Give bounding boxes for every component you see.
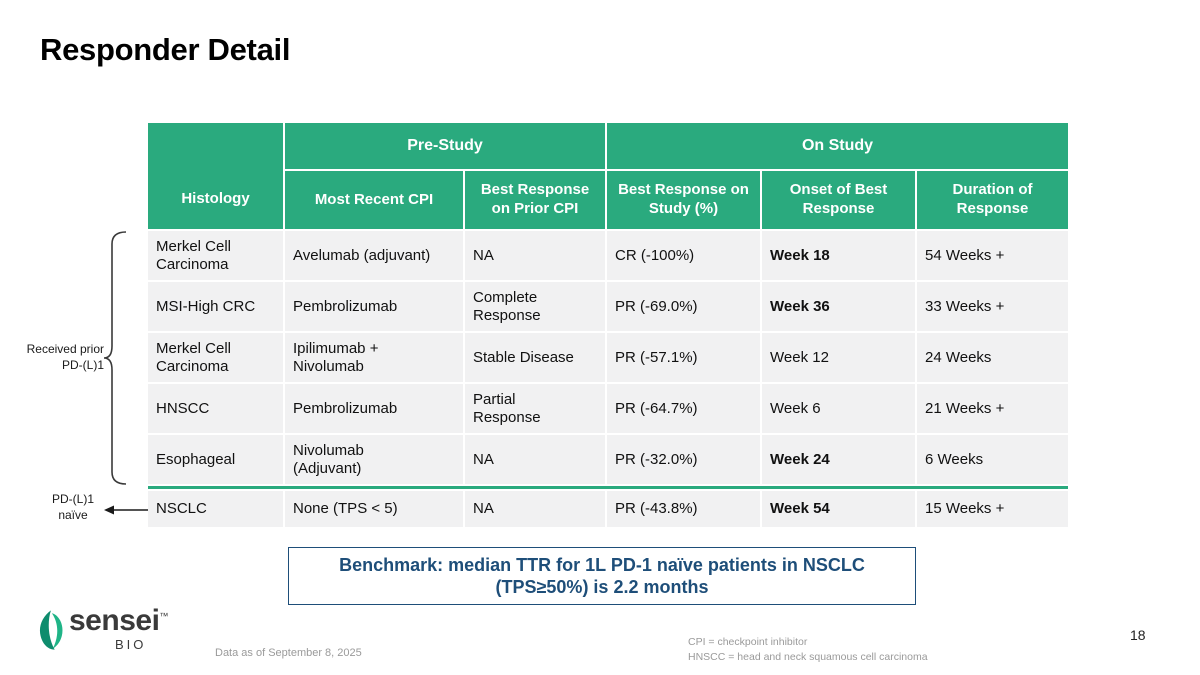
naive-section-divider [148, 486, 1068, 489]
cell-histology: MSI-High CRC [148, 282, 283, 331]
abbreviation-hnscc: HNSCC = head and neck squamous cell carc… [688, 651, 928, 664]
cell-best-response-study: PR (-32.0%) [607, 435, 760, 484]
sensei-bio-logo: sensei™ BIO [36, 606, 168, 652]
cell-onset: Week 12 [762, 333, 915, 382]
cell-most-recent-cpi: Ipilimumab + Nivolumab [285, 333, 463, 382]
cell-onset: Week 24 [762, 435, 915, 484]
responder-table: Histology Pre-Study On Study Most Recent… [148, 123, 1068, 527]
column-header-histology: Histology [148, 123, 283, 229]
cell-onset: Week 18 [762, 231, 915, 280]
cell-duration: 15 Weeks + [917, 491, 1068, 527]
cell-histology: Merkel Cell Carcinoma [148, 333, 283, 382]
cell-most-recent-cpi: None (TPS < 5) [285, 491, 463, 527]
cell-duration: 6 Weeks [917, 435, 1068, 484]
cell-best-response-prior: NA [465, 491, 605, 527]
cell-most-recent-cpi: Nivolumab (Adjuvant) [285, 435, 463, 484]
column-header-duration: Duration of Response [917, 171, 1068, 229]
bracket-icon [103, 231, 127, 485]
benchmark-line1: Benchmark: median TTR for 1L PD-1 naïve … [339, 554, 865, 575]
group-header-on-study: On Study [607, 123, 1068, 169]
cell-histology: HNSCC [148, 384, 283, 433]
cell-most-recent-cpi: Avelumab (adjuvant) [285, 231, 463, 280]
column-header-best-response-study: Best Response on Study (%) [607, 171, 760, 229]
trademark-symbol: ™ [159, 611, 168, 621]
cell-best-response-prior: NA [465, 231, 605, 280]
leaf-icon [39, 610, 63, 650]
slide-title: Responder Detail [40, 32, 291, 67]
column-header-most-recent-cpi: Most Recent CPI [285, 171, 463, 229]
cell-onset: Week 6 [762, 384, 915, 433]
cell-most-recent-cpi: Pembrolizumab [285, 282, 463, 331]
cell-most-recent-cpi: Pembrolizumab [285, 384, 463, 433]
pd1-naive-label: PD-(L)1 naïve [51, 492, 94, 522]
logo-wordmark: sensei™ [69, 604, 168, 637]
cell-best-response-prior: Stable Disease [465, 333, 605, 382]
cell-best-response-prior: NA [465, 435, 605, 484]
abbreviations: CPI = checkpoint inhibitor HNSCC = head … [688, 635, 928, 665]
cell-histology: Esophageal [148, 435, 283, 484]
cell-duration: 54 Weeks + [917, 231, 1068, 280]
group-header-pre-study: Pre-Study [285, 123, 605, 169]
cell-onset: Week 36 [762, 282, 915, 331]
received-prior-label: Received prior PD-(L)1 [26, 342, 104, 372]
page-number: 18 [1130, 627, 1146, 643]
left-arrow-icon [104, 505, 148, 515]
cell-best-response-study: CR (-100%) [607, 231, 760, 280]
cell-histology: NSCLC [148, 491, 283, 527]
benchmark-box: Benchmark: median TTR for 1L PD-1 naïve … [288, 547, 916, 605]
cell-best-response-prior: Complete Response [465, 282, 605, 331]
cell-duration: 33 Weeks + [917, 282, 1068, 331]
cell-histology: Merkel Cell Carcinoma [148, 231, 283, 280]
cell-best-response-study: PR (-57.1%) [607, 333, 760, 382]
benchmark-line2: (TPS≥50%) is 2.2 months [495, 577, 709, 597]
cell-best-response-prior: Partial Response [465, 384, 605, 433]
cell-duration: 24 Weeks [917, 333, 1068, 382]
cell-best-response-study: PR (-64.7%) [607, 384, 760, 433]
cell-onset: Week 54 [762, 491, 915, 527]
cell-duration: 21 Weeks + [917, 384, 1068, 433]
data-as-of-note: Data as of September 8, 2025 [215, 647, 362, 659]
column-header-best-response-prior: Best Response on Prior CPI [465, 171, 605, 229]
column-header-onset: Onset of Best Response [762, 171, 915, 229]
logo-text: sensei™ BIO [69, 604, 168, 653]
logo-bio: BIO [115, 637, 147, 652]
cell-best-response-study: PR (-43.8%) [607, 491, 760, 527]
cell-best-response-study: PR (-69.0%) [607, 282, 760, 331]
abbreviation-cpi: CPI = checkpoint inhibitor [688, 636, 808, 648]
